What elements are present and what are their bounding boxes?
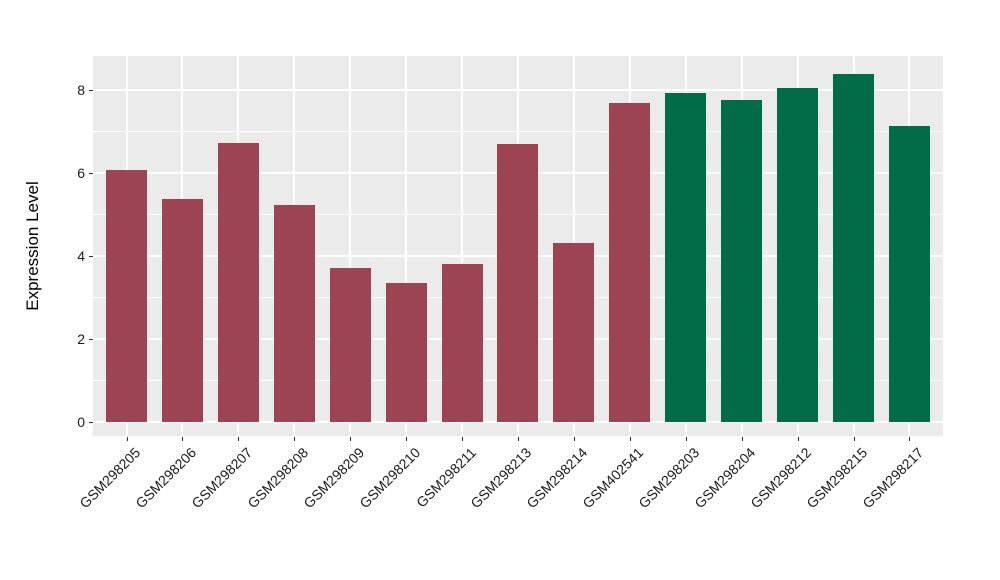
- bar-GSM298205: [106, 170, 148, 422]
- y-axis-title: Expression Level: [23, 181, 42, 311]
- x-tick-mark: [797, 437, 799, 441]
- y-tick-label: 8: [77, 82, 85, 98]
- bar-GSM298217: [888, 126, 930, 422]
- y-tick-label: 0: [77, 414, 85, 430]
- x-tick-mark: [629, 437, 631, 441]
- y-tick-mark: [89, 173, 93, 174]
- y-tick-label: 2: [77, 331, 85, 347]
- bar-GSM298213: [497, 143, 539, 422]
- y-tick-mark: [89, 422, 93, 423]
- bar-GSM298204: [721, 99, 763, 422]
- y-tick-label: 4: [77, 248, 85, 264]
- x-tick-mark: [294, 437, 296, 441]
- x-tick-mark: [182, 437, 184, 441]
- bar-GSM298214: [553, 243, 595, 422]
- bar-GSM298211: [441, 264, 483, 422]
- gridline-major-vertical: [405, 56, 408, 436]
- x-tick-mark: [350, 437, 352, 441]
- x-tick-mark: [573, 437, 575, 441]
- x-tick-mark: [741, 437, 743, 441]
- bar-GSM298209: [329, 267, 371, 422]
- bar-GSM298210: [385, 282, 427, 422]
- y-tick-mark: [89, 90, 93, 91]
- bar-GSM298203: [665, 93, 707, 422]
- plot-area: [93, 56, 943, 436]
- bar-GSM298206: [161, 198, 203, 422]
- y-tick-mark: [89, 339, 93, 340]
- x-tick-mark: [406, 437, 408, 441]
- bar-GSM298207: [217, 143, 259, 422]
- bar-GSM298208: [273, 204, 315, 422]
- x-tick-mark: [126, 437, 128, 441]
- gridline-major-vertical: [349, 56, 352, 436]
- x-tick-mark: [238, 437, 240, 441]
- x-tick-mark: [462, 437, 464, 441]
- bar-GSM298212: [777, 88, 819, 422]
- x-tick-mark: [685, 437, 687, 441]
- gridline-major-vertical: [461, 56, 464, 436]
- bar-GSM298215: [833, 74, 874, 422]
- x-tick-mark: [517, 437, 519, 441]
- x-tick-mark: [909, 437, 911, 441]
- x-tick-mark: [853, 437, 855, 441]
- bar-GSM402541: [609, 102, 651, 422]
- y-tick-label: 6: [77, 165, 85, 181]
- y-tick-mark: [89, 256, 93, 257]
